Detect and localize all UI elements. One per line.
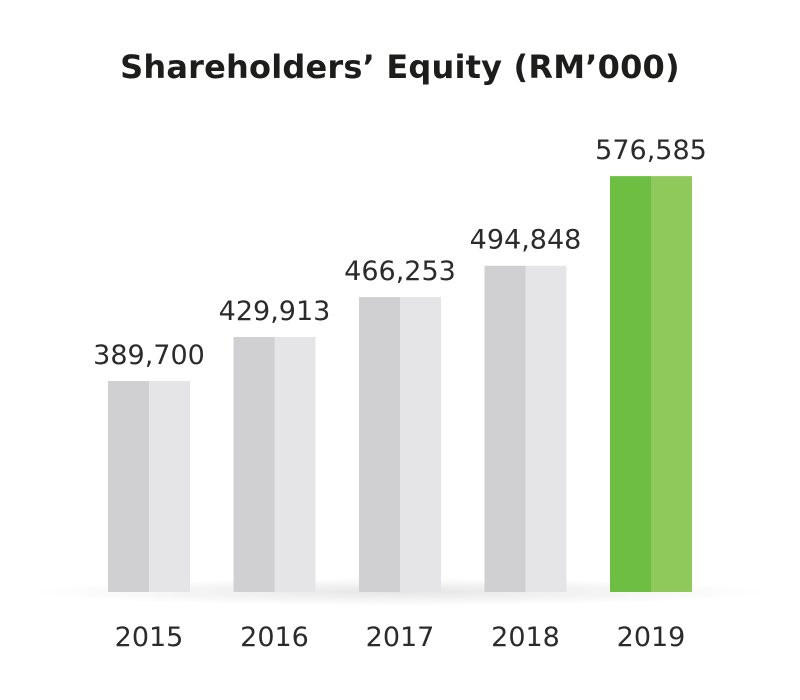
chart-title: Shareholders’ Equity (RM’000) bbox=[120, 48, 680, 86]
bar-2019-left-face bbox=[610, 176, 651, 592]
x-tick-label-2018: 2018 bbox=[491, 622, 560, 653]
bar-2016 bbox=[233, 336, 316, 592]
bar-2015-right-face bbox=[149, 381, 190, 592]
data-label-2018: 494,848 bbox=[470, 225, 582, 256]
data-label-2019: 576,585 bbox=[595, 135, 707, 166]
bar-2018 bbox=[484, 265, 567, 592]
x-tick-label-2016: 2016 bbox=[240, 622, 309, 653]
bar-2017-left-face bbox=[359, 297, 400, 592]
bar-2016-left-face bbox=[233, 336, 275, 592]
bar-2019 bbox=[610, 176, 692, 592]
bar-2017-right-face bbox=[400, 297, 441, 592]
bar-2018-right-face bbox=[525, 265, 567, 592]
x-tick-label-2015: 2015 bbox=[115, 622, 184, 653]
bars-layer bbox=[108, 176, 692, 592]
bar-2015 bbox=[108, 381, 190, 592]
x-tick-label-2019: 2019 bbox=[617, 622, 686, 653]
data-label-2015: 389,700 bbox=[93, 340, 205, 371]
bar-2016-right-face bbox=[274, 336, 316, 592]
data-label-2017: 466,253 bbox=[344, 256, 456, 287]
bar-2019-right-face bbox=[651, 176, 692, 592]
labels-layer: 389,700 2015 429,913 2016 466,253 2017 494,848… bbox=[93, 135, 707, 653]
data-label-2016: 429,913 bbox=[219, 296, 331, 327]
bar-2017 bbox=[359, 297, 441, 592]
bar-2018-left-face bbox=[484, 265, 526, 592]
bar-2015-left-face bbox=[108, 381, 149, 592]
x-tick-label-2017: 2017 bbox=[366, 622, 435, 653]
